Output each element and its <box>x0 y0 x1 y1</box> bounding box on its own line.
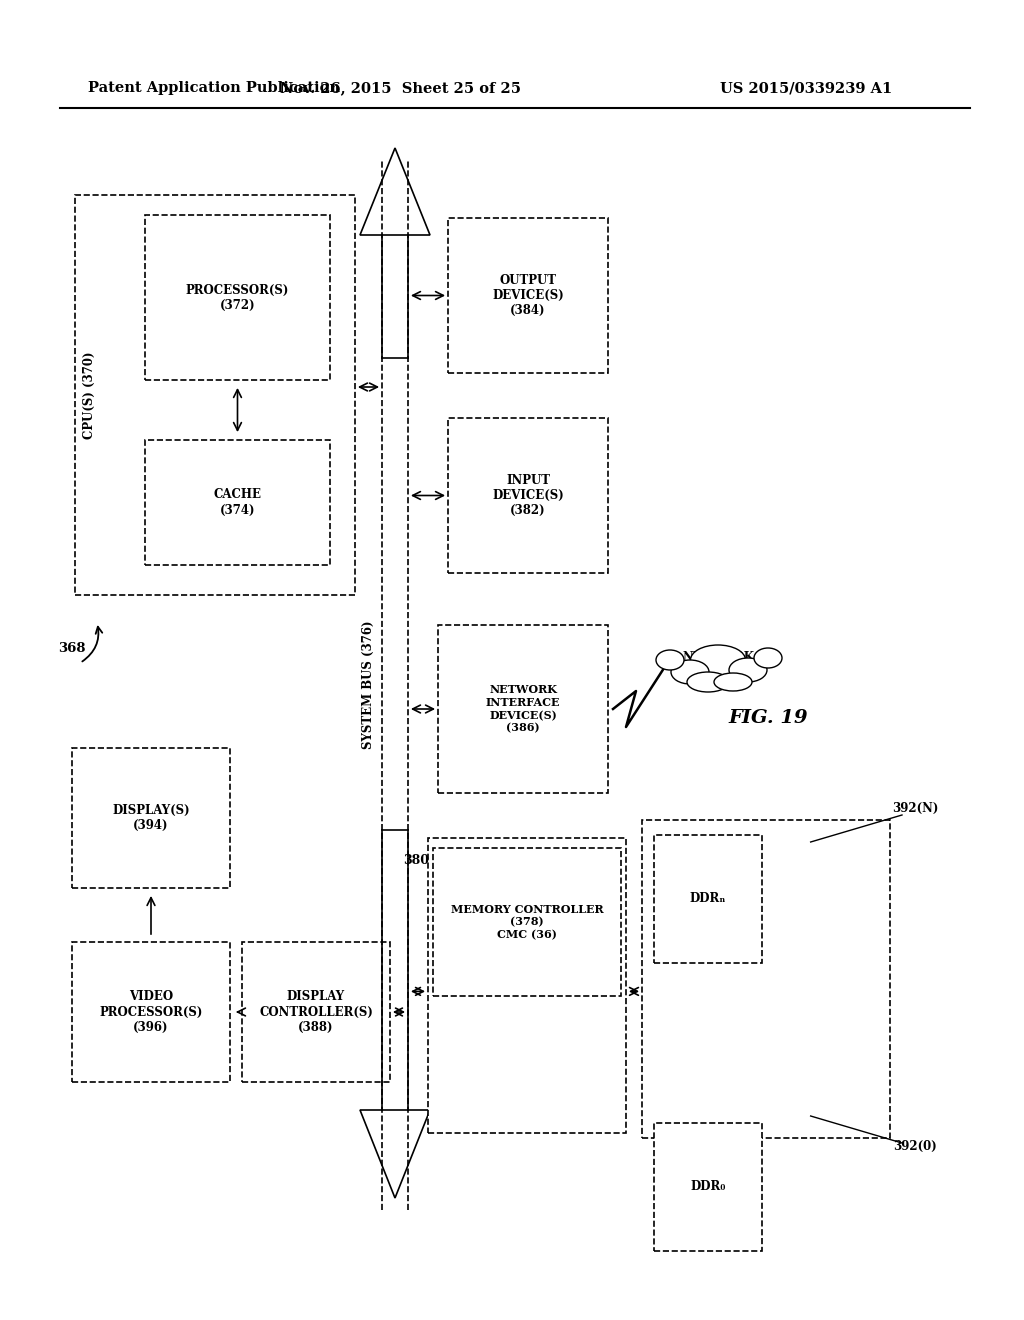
Bar <box>382 830 408 1110</box>
Ellipse shape <box>687 672 729 692</box>
Text: NETWORK
INTERFACE
DEVICE(S)
(386): NETWORK INTERFACE DEVICE(S) (386) <box>485 684 560 734</box>
Text: DISPLAY(S)
(394): DISPLAY(S) (394) <box>113 804 189 832</box>
Text: 380: 380 <box>403 854 429 866</box>
Text: OUTPUT
DEVICE(S)
(384): OUTPUT DEVICE(S) (384) <box>493 275 564 317</box>
Bar <box>382 235 408 358</box>
Bar <box>72 942 230 1082</box>
Ellipse shape <box>729 657 767 682</box>
Text: Nov. 26, 2015  Sheet 25 of 25: Nov. 26, 2015 Sheet 25 of 25 <box>280 81 520 95</box>
Text: DDR₀: DDR₀ <box>690 1180 726 1193</box>
Text: CACHE
(374): CACHE (374) <box>213 488 261 516</box>
Polygon shape <box>360 1110 430 1199</box>
Ellipse shape <box>671 660 709 684</box>
Text: US 2015/0339239 A1: US 2015/0339239 A1 <box>720 81 892 95</box>
Text: VIDEO
PROCESSOR(S)
(396): VIDEO PROCESSOR(S) (396) <box>99 990 203 1034</box>
Bar <box>642 820 890 1138</box>
Text: INPUT
DEVICE(S)
(382): INPUT DEVICE(S) (382) <box>493 474 564 517</box>
Bar <box>433 847 621 997</box>
Text: NETWORK
(390): NETWORK (390) <box>682 651 754 678</box>
Text: DDRₙ: DDRₙ <box>690 892 726 906</box>
Ellipse shape <box>656 649 684 671</box>
Text: MEMORY CONTROLLER
(378)
CMC (36): MEMORY CONTROLLER (378) CMC (36) <box>451 904 603 940</box>
Bar <box>242 942 390 1082</box>
Text: SYSTEM BUS (376): SYSTEM BUS (376) <box>361 620 375 750</box>
Text: DISPLAY
CONTROLLER(S)
(388): DISPLAY CONTROLLER(S) (388) <box>259 990 373 1034</box>
Bar <box>428 838 626 1133</box>
Text: 368: 368 <box>58 642 86 655</box>
Bar <box>145 215 330 380</box>
Bar <box>438 624 608 793</box>
Bar <box>145 440 330 565</box>
Bar <box>654 836 762 964</box>
Text: PROCESSOR(S)
(372): PROCESSOR(S) (372) <box>185 284 289 312</box>
Text: Patent Application Publication: Patent Application Publication <box>88 81 340 95</box>
Bar <box>449 418 608 573</box>
Polygon shape <box>360 148 430 235</box>
Ellipse shape <box>714 673 752 690</box>
Text: FIG. 19: FIG. 19 <box>728 709 808 727</box>
Ellipse shape <box>754 648 782 668</box>
Bar <box>72 748 230 888</box>
Bar <box>654 1123 762 1251</box>
Text: CPU(S) (370): CPU(S) (370) <box>83 351 95 438</box>
Bar <box>75 195 355 595</box>
Text: 392(0): 392(0) <box>893 1139 937 1152</box>
Ellipse shape <box>690 645 745 675</box>
Bar <box>449 218 608 374</box>
Text: 392(N): 392(N) <box>892 801 938 814</box>
